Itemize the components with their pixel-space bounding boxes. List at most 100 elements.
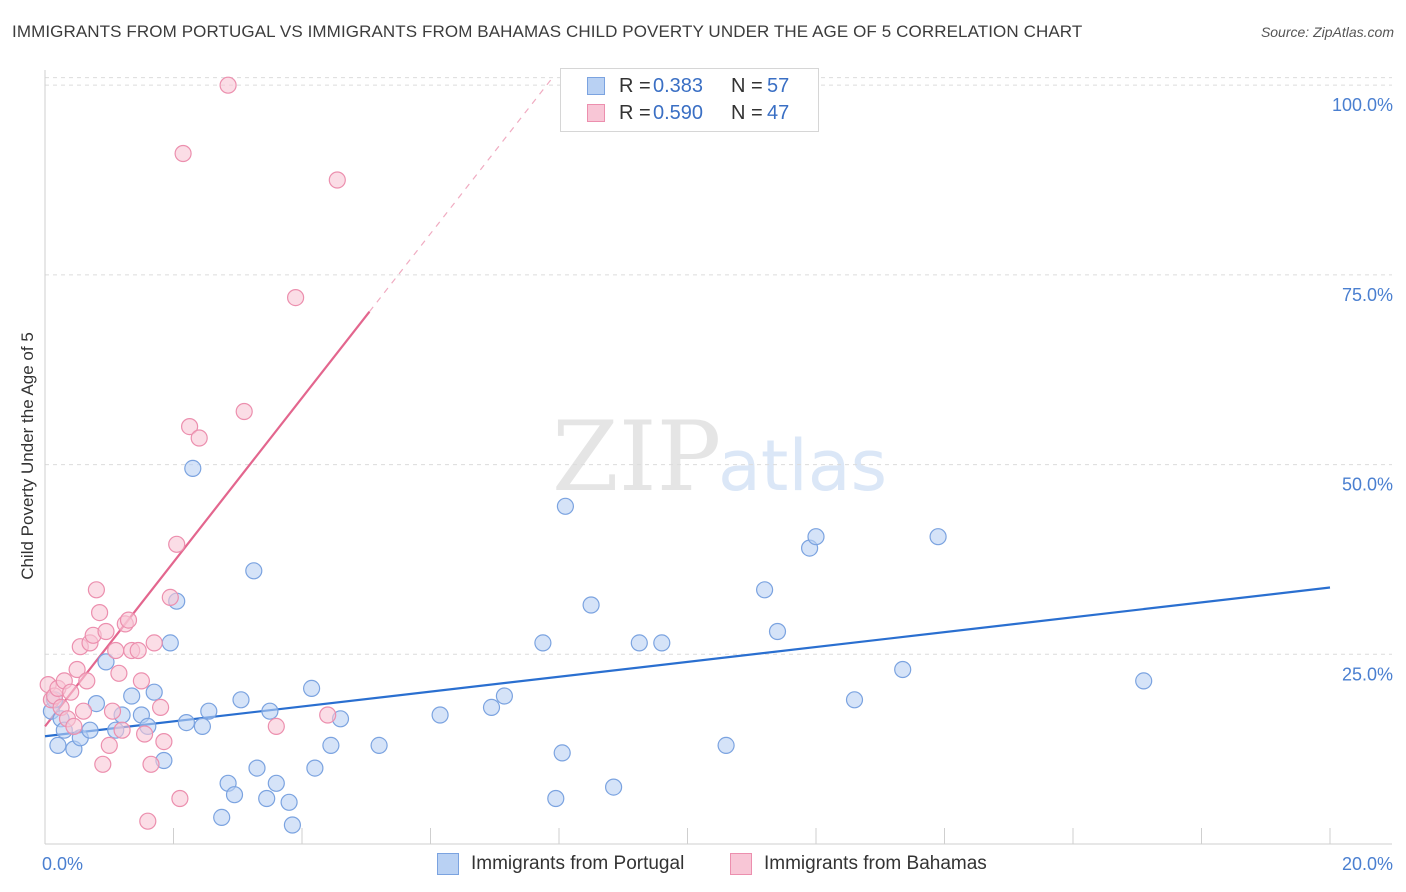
portugal-point — [145, 683, 163, 701]
bahamas-trend-line — [44, 310, 371, 728]
chart-title: IMMIGRANTS FROM PORTUGAL VS IMMIGRANTS F… — [12, 22, 1083, 41]
portugal-point — [49, 736, 67, 755]
portugal-point — [245, 562, 263, 580]
portugal-point — [248, 759, 266, 777]
bahamas-point — [90, 603, 109, 622]
x-tick-label: 20.0% — [1342, 854, 1393, 874]
bahamas-point — [171, 789, 189, 808]
bahamas-point — [328, 171, 346, 189]
bahamas-point — [100, 736, 118, 755]
n-label: N = — [731, 102, 763, 124]
bahamas-point — [142, 755, 160, 773]
portugal-swatch — [587, 77, 605, 95]
bahamas-point — [139, 812, 157, 830]
bahamas-point — [132, 672, 150, 690]
portugal-point — [161, 634, 179, 652]
watermark-zip: ZIP — [552, 401, 721, 513]
x-tick-label: 0.0% — [42, 854, 83, 874]
portugal-point — [258, 789, 276, 808]
stats-legend: R = 0.383 N = 57 R = 0.590 N = 47 — [560, 68, 819, 132]
bahamas-point — [174, 144, 192, 163]
portugal-point — [322, 736, 340, 755]
bahamas-point — [267, 717, 285, 736]
bahamas-point — [219, 76, 237, 94]
portugal-point — [370, 736, 388, 755]
bahamas-point — [94, 755, 112, 773]
bahamas-point — [113, 721, 131, 739]
portugal-point — [261, 702, 279, 720]
portugal-point — [283, 816, 301, 834]
bahamas-point — [190, 429, 208, 447]
portugal-trend-line — [44, 586, 1331, 738]
bahamas-swatch — [587, 104, 605, 122]
r-label: R = — [619, 102, 651, 124]
portugal-point — [653, 634, 671, 652]
portugal-point — [267, 774, 285, 792]
bahamas-point — [161, 588, 179, 607]
portugal-point — [123, 687, 141, 705]
bahamas-point — [78, 672, 96, 690]
r-value: 0.590 — [653, 102, 704, 124]
y-tick-label: 75.0% — [1342, 285, 1393, 305]
bahamas-swatch — [730, 853, 752, 875]
portugal-point — [604, 778, 623, 796]
portugal-point — [97, 653, 115, 671]
portugal-point — [81, 721, 99, 739]
bahamas-point — [145, 634, 163, 652]
portugal-point — [184, 459, 202, 477]
portugal-point — [807, 528, 825, 546]
portugal-point — [768, 622, 787, 641]
portugal-point — [929, 528, 947, 546]
legend-label: Immigrants from Portugal — [471, 853, 685, 874]
bahamas-point — [152, 698, 170, 717]
portugal-point — [232, 691, 250, 709]
portugal-point — [431, 706, 449, 724]
bahamas-point — [103, 702, 122, 720]
bahamas-point — [168, 535, 186, 553]
bahamas-trend-extension — [368, 77, 554, 313]
portugal-point — [213, 808, 231, 827]
r-value: 0.383 — [653, 75, 704, 97]
bahamas-point — [136, 725, 154, 743]
bahamas-point — [107, 641, 125, 660]
portugal-point — [556, 497, 575, 515]
portugal-point — [303, 679, 321, 698]
bahamas-point — [287, 289, 305, 307]
bahamas-point — [65, 717, 83, 736]
portugal-point — [582, 596, 600, 614]
y-tick-label: 25.0% — [1342, 664, 1393, 684]
bahamas-point — [129, 641, 147, 660]
y-tick-label: 100.0% — [1332, 95, 1393, 115]
portugal-point — [306, 759, 324, 777]
watermark: ZIP atlas — [552, 401, 887, 513]
legend-label: Immigrants from Bahamas — [764, 853, 987, 874]
portugal-point — [495, 687, 513, 705]
portugal-point — [894, 660, 912, 679]
bahamas-point — [68, 660, 86, 679]
portugal-point — [547, 789, 565, 808]
bahamas-point — [62, 683, 80, 701]
n-label: N = — [731, 75, 763, 97]
portugal-point — [630, 634, 648, 652]
bahamas-point — [87, 581, 106, 599]
bahamas-point — [181, 418, 199, 436]
bahamas-point — [97, 622, 115, 641]
portugal-point — [87, 694, 106, 713]
n-value: 47 — [767, 102, 790, 124]
portugal-point — [177, 713, 195, 732]
y-tick-labels: 25.0% 50.0% 75.0% 100.0% — [1332, 95, 1393, 684]
y-tick-label: 50.0% — [1342, 475, 1393, 495]
watermark-atlas: atlas — [718, 425, 887, 507]
portugal-point — [755, 581, 774, 599]
x-tick-labels: 0.0% 20.0% — [42, 854, 1393, 874]
source-credit: Source: ZipAtlas.com — [1260, 24, 1394, 40]
bahamas-point — [119, 611, 138, 629]
r-label: R = — [619, 75, 651, 97]
bahamas-point — [74, 702, 93, 720]
portugal-point — [200, 702, 218, 720]
portugal-point — [717, 736, 735, 755]
portugal-point — [845, 691, 864, 709]
n-value: 57 — [767, 75, 790, 97]
portugal-point — [1135, 672, 1153, 690]
